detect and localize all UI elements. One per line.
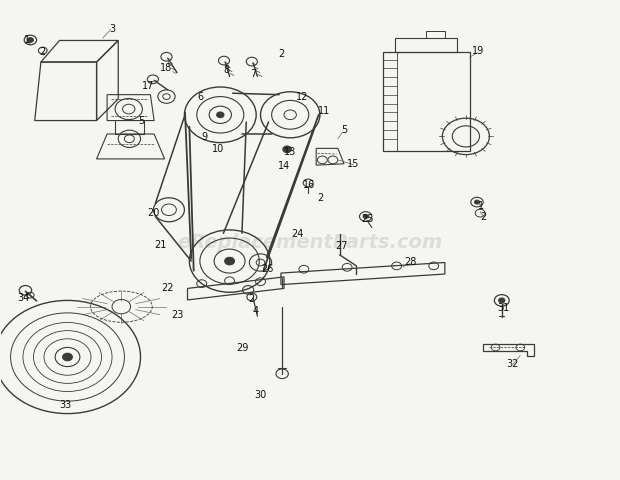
Text: 15: 15 [347, 158, 360, 168]
Text: 13: 13 [284, 146, 296, 156]
Text: 5: 5 [341, 125, 347, 135]
Text: 29: 29 [236, 343, 248, 353]
Text: 3: 3 [109, 24, 115, 35]
Text: 30: 30 [254, 389, 267, 399]
Text: eReplacementParts.com: eReplacementParts.com [177, 233, 443, 252]
Text: 2: 2 [40, 47, 46, 57]
Text: 20: 20 [148, 207, 160, 217]
Text: 21: 21 [154, 240, 167, 250]
Text: 25: 25 [361, 214, 374, 224]
Circle shape [27, 38, 33, 43]
Text: 2: 2 [278, 49, 284, 60]
Text: 2: 2 [248, 293, 254, 303]
Circle shape [498, 299, 505, 303]
Text: 33: 33 [60, 399, 72, 408]
Text: 1: 1 [477, 201, 484, 211]
Text: 9: 9 [202, 132, 208, 142]
Circle shape [224, 258, 234, 265]
Text: 19: 19 [472, 46, 484, 56]
Text: 14: 14 [278, 161, 290, 171]
Circle shape [63, 353, 73, 361]
Text: 31: 31 [497, 302, 509, 312]
Text: 18: 18 [161, 63, 172, 72]
Text: 22: 22 [161, 283, 174, 293]
Text: 6: 6 [197, 91, 203, 101]
Text: 24: 24 [291, 229, 304, 239]
Text: 1: 1 [24, 35, 30, 45]
Text: 17: 17 [142, 81, 154, 91]
Text: 34: 34 [17, 292, 30, 302]
Text: 12: 12 [296, 91, 308, 101]
Text: 32: 32 [507, 359, 519, 369]
Text: 27: 27 [335, 241, 348, 251]
Circle shape [363, 215, 368, 219]
Text: 26: 26 [262, 264, 274, 274]
Text: 8: 8 [223, 65, 229, 75]
Text: 11: 11 [317, 106, 330, 116]
Text: 4: 4 [252, 306, 259, 316]
Text: 16: 16 [303, 180, 315, 190]
Text: 2: 2 [317, 193, 323, 203]
Circle shape [216, 113, 224, 119]
Circle shape [283, 147, 291, 154]
Text: 5: 5 [139, 115, 145, 125]
Text: 7: 7 [250, 69, 256, 78]
Text: 2: 2 [480, 212, 486, 222]
Text: 23: 23 [171, 309, 183, 319]
Text: 28: 28 [404, 256, 417, 266]
Text: 10: 10 [212, 144, 224, 154]
Circle shape [474, 201, 479, 204]
